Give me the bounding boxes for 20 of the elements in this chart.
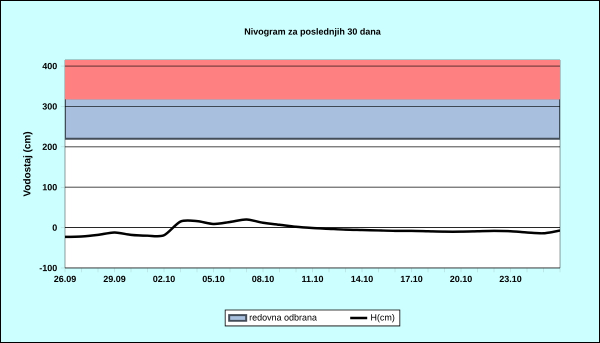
x-tick-label: 14.10 [351,276,373,282]
x-tick-label: 26.09 [54,276,76,282]
y-tick-label: 0 [52,224,57,231]
legend-label: H(cm) [371,314,394,322]
chart-title: Nivogram za poslednjih 30 dana [244,28,381,37]
x-tick-label: 08.10 [252,276,274,282]
y-tick-label: 300 [42,103,57,110]
x-tick-label: 11.10 [302,276,324,282]
y-axis-title: Vodostaj (cm) [23,132,32,197]
x-tick-label: 20.10 [450,276,472,282]
legend-label: redovna odbrana [250,314,317,321]
x-tick-label: 23.10 [500,276,522,282]
x-tick-label: 29.09 [104,276,126,282]
y-tick-label: 100 [42,184,57,190]
y-tick-label: -100 [40,264,57,272]
x-tick-label: 02.10 [153,276,175,282]
x-tick-label: 17.10 [400,276,422,282]
y-tick-label: 200 [42,144,57,150]
x-tick-label: 05.10 [202,276,224,282]
y-tick-label: 400 [42,62,57,70]
